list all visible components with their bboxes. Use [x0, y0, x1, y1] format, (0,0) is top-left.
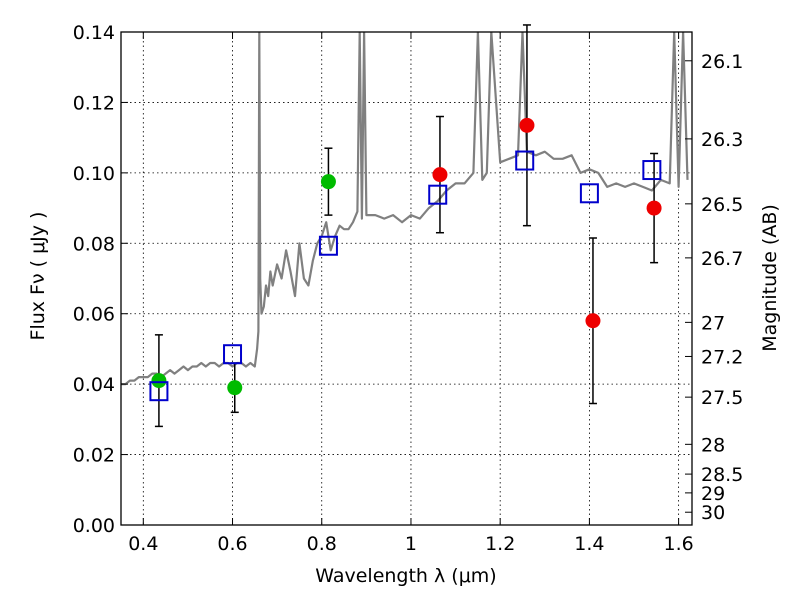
model-spectrum: [121, 32, 689, 386]
green-point: [151, 373, 167, 389]
right-tick-label: 29: [701, 483, 725, 505]
blue-square-marker: [428, 184, 448, 205]
blue-square-marker: [223, 344, 243, 365]
blue-square-marker: [515, 150, 535, 171]
x-tick-label: 1.2: [485, 533, 515, 555]
right-axis-label: Magnitude (AB): [759, 204, 781, 352]
green-point: [320, 174, 336, 190]
blue-square-marker: [149, 381, 169, 402]
data-points: [149, 117, 662, 402]
blue-square-marker: [318, 235, 338, 256]
right-tick-label: 28.5: [701, 464, 743, 486]
right-tick-label: 30: [701, 502, 725, 524]
right-tick-label: 26.3: [701, 129, 743, 151]
right-tick-label: 26.7: [701, 248, 743, 270]
y-tick-label: 0.14: [73, 22, 115, 44]
right-tick-label: 26.5: [701, 194, 743, 216]
y-tick-label: 0.06: [73, 304, 115, 326]
model-spectrum-line: [121, 32, 689, 386]
y-tick-label: 0.00: [73, 515, 115, 537]
plot-frame: [120, 31, 693, 526]
x-tick-label: 1.6: [664, 533, 694, 555]
y-tick-label: 0.04: [73, 374, 115, 396]
red-point: [646, 200, 662, 216]
x-tick-label: 0.6: [217, 533, 247, 555]
x-tick-label: 0.8: [307, 533, 337, 555]
y-tick-label: 0.02: [73, 445, 115, 467]
y-tick-label: 0.12: [73, 92, 115, 114]
red-point: [432, 167, 448, 183]
x-tick-label: 0.4: [128, 533, 158, 555]
y-axis-label: Flux Fν ( μJy ): [27, 212, 49, 341]
blue-square-marker: [642, 160, 662, 181]
right-tick-label: 27.5: [701, 387, 743, 409]
y-tick-label: 0.08: [73, 233, 115, 255]
green-point: [227, 380, 243, 396]
right-tick-label: 26.1: [701, 51, 743, 73]
x-tick-label: 1.4: [574, 533, 604, 555]
blue-square-marker: [579, 183, 599, 204]
axes: 0.4 0.6 0.8 1 1.2 1.4 1.6 0.00 0.02 0.04 0.06 0.08 0…: [73, 22, 744, 555]
red-point: [585, 313, 601, 329]
x-axis-label: Wavelength λ (μm): [315, 565, 496, 587]
right-tick-label: 27: [701, 312, 725, 334]
y-tick-label: 0.10: [73, 163, 115, 185]
grid: [121, 31, 692, 526]
red-point: [519, 117, 535, 133]
right-tick-label: 27.2: [701, 346, 743, 368]
right-tick-label: 28: [701, 434, 725, 456]
x-tick-label: 1: [405, 533, 417, 555]
